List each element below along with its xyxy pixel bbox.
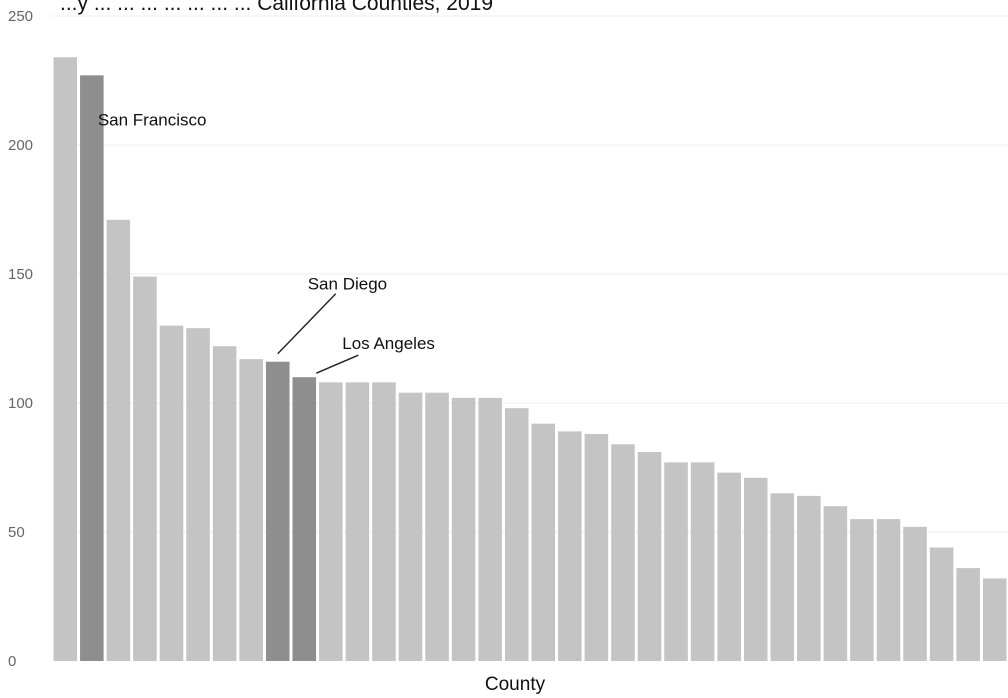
y-tick-label: 200 [8, 137, 33, 154]
annotation-label: Los Angeles [342, 334, 435, 353]
bar [770, 493, 795, 661]
bar [929, 547, 954, 661]
bar [823, 506, 848, 661]
bar [504, 408, 529, 661]
bar [584, 433, 609, 661]
annotations: San Francisco San Diego Los Angeles [98, 110, 435, 374]
bar [637, 452, 662, 661]
bar [850, 519, 874, 661]
annotation-label: San Diego [308, 275, 387, 294]
bar [478, 397, 502, 661]
bar [212, 346, 237, 661]
highlighted-bar [80, 75, 104, 662]
bar [319, 382, 343, 661]
bar [876, 519, 901, 661]
bar [186, 328, 210, 661]
y-axis-tick-labels: 0 50 100 150 200 250 [8, 8, 33, 670]
x-axis-label: County [485, 674, 546, 695]
bars [53, 57, 1007, 662]
bar [53, 57, 78, 661]
bar [690, 462, 715, 661]
bar [717, 472, 741, 661]
bar [797, 495, 821, 661]
highlighted-bar [265, 361, 290, 661]
bar [903, 526, 927, 661]
bar [425, 392, 449, 661]
bar [743, 477, 768, 661]
y-tick-label: 100 [8, 395, 33, 412]
y-tick-label: 0 [8, 653, 16, 670]
grid-lines [52, 15, 1008, 533]
bar [956, 568, 980, 661]
bar [106, 219, 131, 661]
annotation-label: San Francisco [98, 110, 207, 129]
y-tick-label: 50 [8, 524, 25, 541]
highlighted-bar [292, 377, 317, 661]
annotation-leader-line [277, 293, 337, 355]
bar [159, 325, 184, 661]
y-tick-label: 150 [8, 266, 33, 283]
bar [558, 431, 582, 661]
bar [982, 578, 1007, 661]
bar [664, 462, 688, 661]
bar [372, 382, 396, 661]
bar [239, 359, 263, 661]
bar [531, 423, 556, 661]
bar [398, 392, 423, 661]
bar [611, 444, 635, 661]
bar [345, 382, 370, 661]
annotation-leader-line [316, 354, 359, 374]
bar [451, 397, 476, 661]
bar [133, 276, 157, 661]
y-tick-label: 250 [8, 8, 33, 25]
chart-title: ...y ... ... ... ... ... ... ... Califor… [60, 0, 493, 15]
